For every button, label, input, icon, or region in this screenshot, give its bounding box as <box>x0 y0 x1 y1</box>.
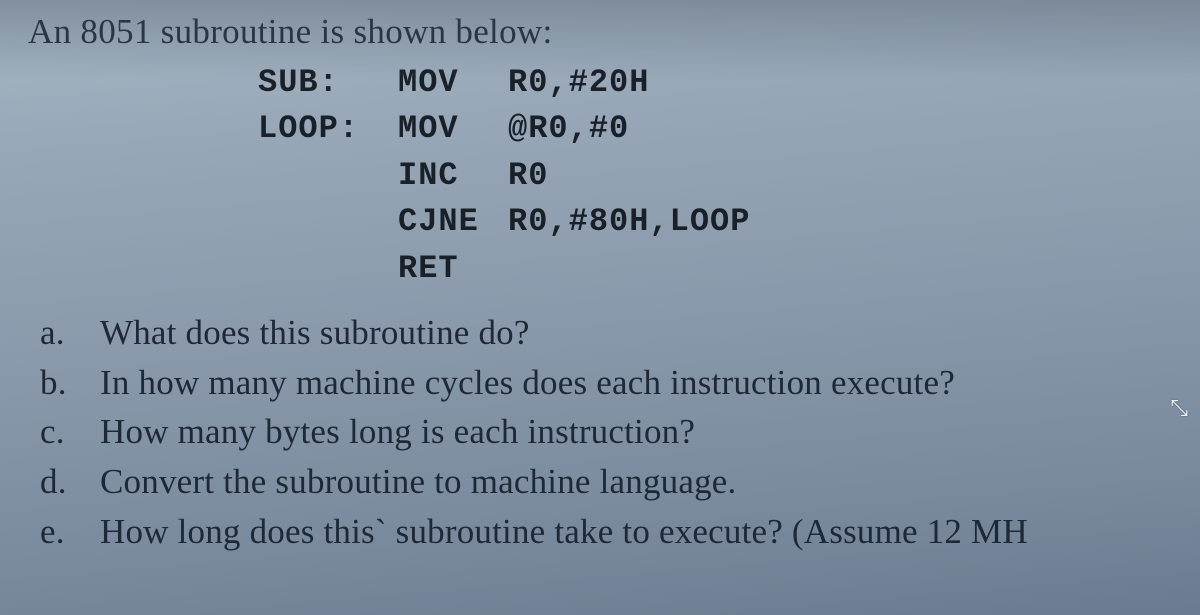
question-letter: d. <box>40 457 100 507</box>
code-arg: @R0,#0 <box>508 106 629 152</box>
question-item: e. How long does this` subroutine take t… <box>40 507 1180 557</box>
code-line: RET <box>258 246 1180 292</box>
question-letter: b. <box>40 358 100 408</box>
question-text: What does this subroutine do? <box>100 308 1180 358</box>
question-item: d. Convert the subroutine to machine lan… <box>40 457 1180 507</box>
question-letter: c. <box>40 407 100 457</box>
code-line: SUB: MOV R0,#20H <box>258 60 1180 106</box>
code-op: CJNE <box>398 199 508 245</box>
code-block: SUB: MOV R0,#20H LOOP: MOV @R0,#0 INC R0… <box>258 60 1180 292</box>
question-letter: a. <box>40 308 100 358</box>
heading: An 8051 subroutine is shown below: <box>28 12 1180 52</box>
code-line: CJNE R0,#80H,LOOP <box>258 199 1180 245</box>
code-arg: R0,#80H,LOOP <box>508 199 750 245</box>
question-text: How many bytes long is each instruction? <box>100 407 1180 457</box>
question-text: Convert the subroutine to machine langua… <box>100 457 1180 507</box>
question-item: b. In how many machine cycles does each … <box>40 358 1180 408</box>
code-arg: R0,#20H <box>508 60 649 106</box>
code-op: MOV <box>398 106 508 152</box>
code-label <box>258 199 398 245</box>
code-op: RET <box>398 246 508 292</box>
question-item: a. What does this subroutine do? <box>40 308 1180 358</box>
code-line: INC R0 <box>258 153 1180 199</box>
question-text: How long does this` subroutine take to e… <box>100 507 1180 557</box>
questions-list: a. What does this subroutine do? b. In h… <box>40 308 1180 556</box>
code-op: INC <box>398 153 508 199</box>
code-label: LOOP: <box>258 106 398 152</box>
code-op: MOV <box>398 60 508 106</box>
code-line: LOOP: MOV @R0,#0 <box>258 106 1180 152</box>
code-arg: R0 <box>508 153 548 199</box>
code-label <box>258 246 398 292</box>
question-letter: e. <box>40 507 100 557</box>
question-text: In how many machine cycles does each ins… <box>100 358 1180 408</box>
code-label: SUB: <box>258 60 398 106</box>
code-label <box>258 153 398 199</box>
question-item: c. How many bytes long is each instructi… <box>40 407 1180 457</box>
